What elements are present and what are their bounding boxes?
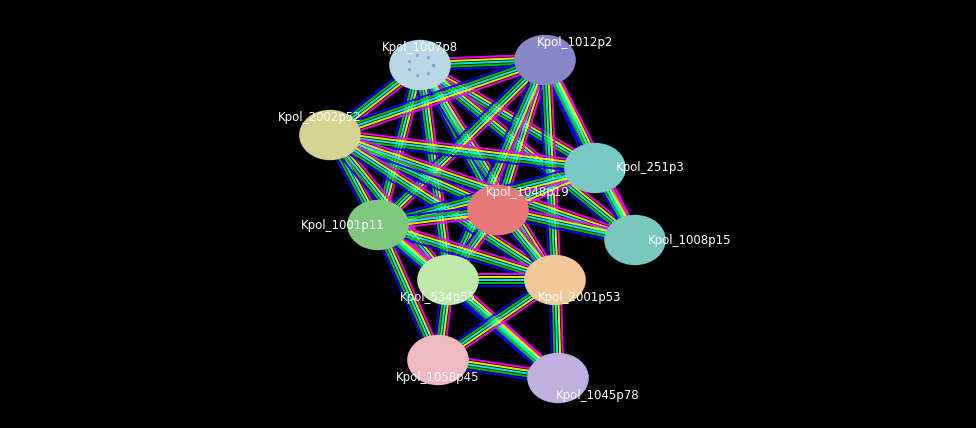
Text: Kpol_2002p52: Kpol_2002p52 <box>278 110 362 124</box>
Text: Kpol_1045p78: Kpol_1045p78 <box>556 389 640 402</box>
Text: Kpol_251p3: Kpol_251p3 <box>616 161 684 175</box>
Ellipse shape <box>468 185 529 235</box>
Ellipse shape <box>389 40 451 90</box>
Ellipse shape <box>524 255 586 305</box>
Text: Kpol_1012p2: Kpol_1012p2 <box>537 36 613 48</box>
Ellipse shape <box>407 335 468 385</box>
Ellipse shape <box>514 35 576 85</box>
Ellipse shape <box>527 353 589 403</box>
Text: Kpol_1007p8: Kpol_1007p8 <box>382 41 458 54</box>
Ellipse shape <box>347 200 409 250</box>
Ellipse shape <box>604 215 666 265</box>
Text: Kpol_534p55: Kpol_534p55 <box>400 291 476 304</box>
Ellipse shape <box>417 255 479 305</box>
Ellipse shape <box>564 143 626 193</box>
Text: Kpol_2001p53: Kpol_2001p53 <box>538 291 622 304</box>
Text: Kpol_1058p45: Kpol_1058p45 <box>396 372 480 384</box>
Text: Kpol_1008p15: Kpol_1008p15 <box>648 234 732 247</box>
Ellipse shape <box>300 110 361 160</box>
Text: Kpol_1001p11: Kpol_1001p11 <box>302 219 385 232</box>
Text: Kpol_1048p19: Kpol_1048p19 <box>486 185 570 199</box>
